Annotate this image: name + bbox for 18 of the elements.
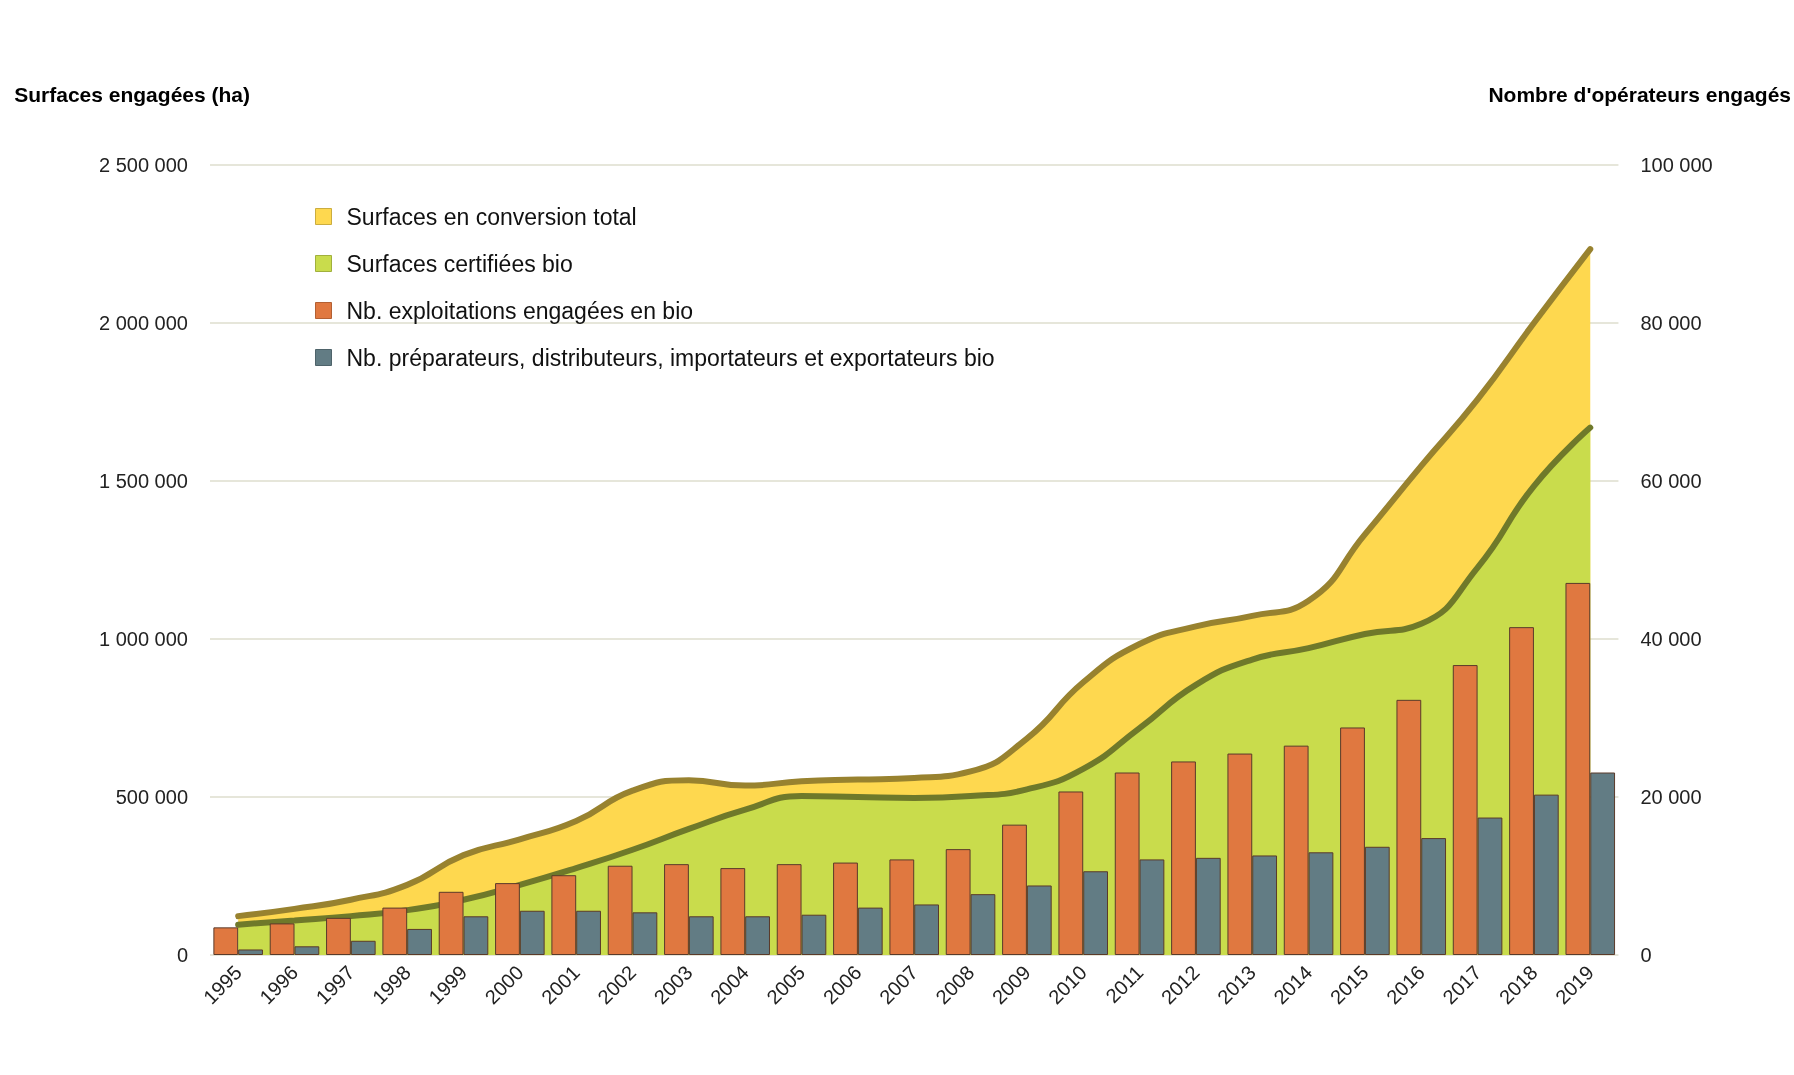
y2-tick-label: 60 000 bbox=[1640, 470, 1702, 492]
y-tick-label: 1 000 000 bbox=[99, 628, 188, 650]
y2-tick-label: 100 000 bbox=[1640, 154, 1713, 176]
y2-axis-title: Nombre d'opérateurs engagés bbox=[1488, 83, 1792, 106]
legend-label: Nb. préparateurs, distributeurs, importateurs et exportateurs bio bbox=[346, 344, 995, 371]
y-tick-label: 500 000 bbox=[115, 786, 188, 808]
legend-label: Surfaces certifiées bio bbox=[346, 250, 573, 277]
legend-label: Nb. exploitations engagées en bio bbox=[346, 297, 694, 324]
y2-tick-label: 40 000 bbox=[1640, 628, 1702, 650]
y-tick-label: 2 000 000 bbox=[99, 312, 188, 334]
y2-tick-label: 20 000 bbox=[1640, 786, 1702, 808]
y2-tick-label: 0 bbox=[1640, 944, 1652, 966]
legend-label: Surfaces en conversion total bbox=[346, 203, 637, 230]
y-axis-title: Surfaces engagées (ha) bbox=[14, 83, 250, 106]
y-tick-label: 0 bbox=[176, 944, 188, 966]
y-tick-label: 1 500 000 bbox=[99, 470, 188, 492]
y2-tick-label: 80 000 bbox=[1640, 312, 1702, 334]
y-tick-label: 2 500 000 bbox=[99, 154, 188, 176]
